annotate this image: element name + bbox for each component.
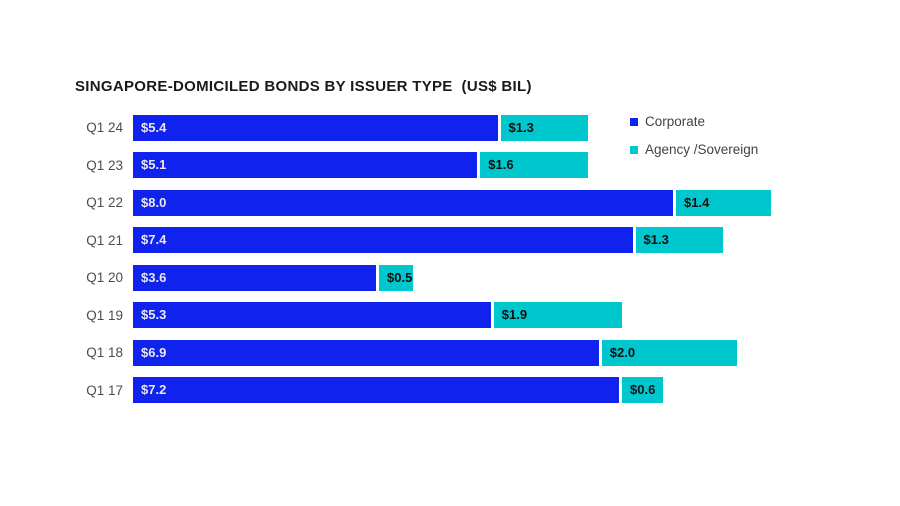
bar-row: Q1 24 $5.4 $1.3 (75, 109, 815, 147)
bar-segment-agency-sovereign: $1.4 (676, 189, 771, 216)
bar-segment-corporate: $8.0 (133, 189, 673, 216)
bar-value-label: $1.6 (488, 157, 514, 173)
bar-row: Q1 17 $7.2 $0.6 (75, 372, 815, 410)
bar-value-label: $5.4 (141, 119, 167, 135)
bar-value-label: $1.4 (684, 194, 710, 210)
bar-segment-corporate: $6.9 (133, 339, 599, 366)
bar-segment-agency-sovereign: $1.9 (493, 302, 622, 329)
category-label: Q1 20 (86, 270, 123, 286)
bar-row: Q1 19 $5.3 $1.9 (75, 297, 815, 335)
bar-segment-corporate: $3.6 (133, 264, 376, 291)
bar-segment-corporate: $5.1 (133, 152, 478, 179)
bar-rows: Q1 24 $5.4 $1.3 Q1 23 $5.1 $1.6 Q1 22 $8.0 $1.4 Q… (75, 109, 815, 409)
bar-segment-agency-sovereign: $1.3 (500, 114, 589, 141)
bar-segment-corporate: $7.4 (133, 227, 633, 254)
bar-track: $7.4 $1.3 (133, 227, 724, 254)
bar-row: Q1 22 $8.0 $1.4 (75, 184, 815, 222)
bar-segment-agency-sovereign: $1.6 (480, 152, 589, 179)
bar-value-label: $1.9 (501, 307, 528, 323)
category-label: Q1 17 (86, 382, 123, 398)
bar-segment-corporate: $5.3 (133, 302, 491, 329)
category-label: Q1 24 (86, 120, 123, 136)
legend: Corporate Agency /Sovereign (630, 114, 758, 170)
bar-segment-agency-sovereign: $0.6 (622, 377, 663, 404)
bar-value-label: $0.6 (630, 382, 656, 398)
bar-value-label: $2.0 (609, 344, 636, 360)
bar-value-label: $7.4 (141, 232, 167, 248)
legend-item-agency-sovereign: Agency /Sovereign (630, 142, 758, 157)
bar-row: Q1 21 $7.4 $1.3 (75, 222, 815, 260)
bar-track: $6.9 $2.0 (133, 339, 737, 366)
bar-value-label: $0.5 (387, 269, 413, 285)
bar-track: $5.4 $1.3 (133, 114, 589, 141)
legend-item-corporate: Corporate (630, 114, 758, 129)
bar-segment-agency-sovereign: $0.5 (379, 264, 413, 291)
bar-value-label: $6.9 (141, 344, 167, 360)
bar-segment-agency-sovereign: $1.3 (635, 227, 724, 254)
bar-value-label: $3.6 (141, 269, 167, 285)
chart-title: SINGAPORE-DOMICILED BONDS BY ISSUER TYPE… (75, 78, 532, 95)
bar-value-label: $5.1 (141, 157, 167, 173)
bar-value-label: $1.3 (643, 232, 669, 248)
bar-track: $3.6 $0.5 (133, 264, 413, 291)
category-label: Q1 22 (86, 195, 123, 211)
category-label: Q1 18 (86, 345, 123, 361)
bar-value-label: $7.2 (141, 382, 167, 398)
bar-row: Q1 20 $3.6 $0.5 (75, 259, 815, 297)
bar-row: Q1 18 $6.9 $2.0 (75, 334, 815, 372)
bar-value-label: $8.0 (141, 194, 167, 210)
category-label: Q1 23 (86, 157, 123, 173)
legend-label-agency-sovereign: Agency /Sovereign (645, 142, 759, 157)
bar-segment-agency-sovereign: $2.0 (601, 339, 737, 366)
bar-row: Q1 23 $5.1 $1.6 (75, 147, 815, 185)
category-label: Q1 21 (86, 232, 123, 248)
bar-segment-corporate: $7.2 (133, 377, 619, 404)
bar-value-label: $5.3 (141, 307, 167, 323)
legend-marker-corporate-icon (630, 117, 638, 126)
category-label: Q1 19 (86, 307, 123, 323)
bar-segment-corporate: $5.4 (133, 114, 498, 141)
bar-track: $7.2 $0.6 (133, 377, 663, 404)
bar-track: $8.0 $1.4 (133, 189, 771, 216)
bar-track: $5.3 $1.9 (133, 302, 622, 329)
bar-value-label: $1.3 (508, 119, 534, 135)
legend-marker-agency-sovereign-icon (630, 145, 638, 154)
bar-track: $5.1 $1.6 (133, 152, 589, 179)
legend-label-corporate: Corporate (645, 114, 706, 129)
